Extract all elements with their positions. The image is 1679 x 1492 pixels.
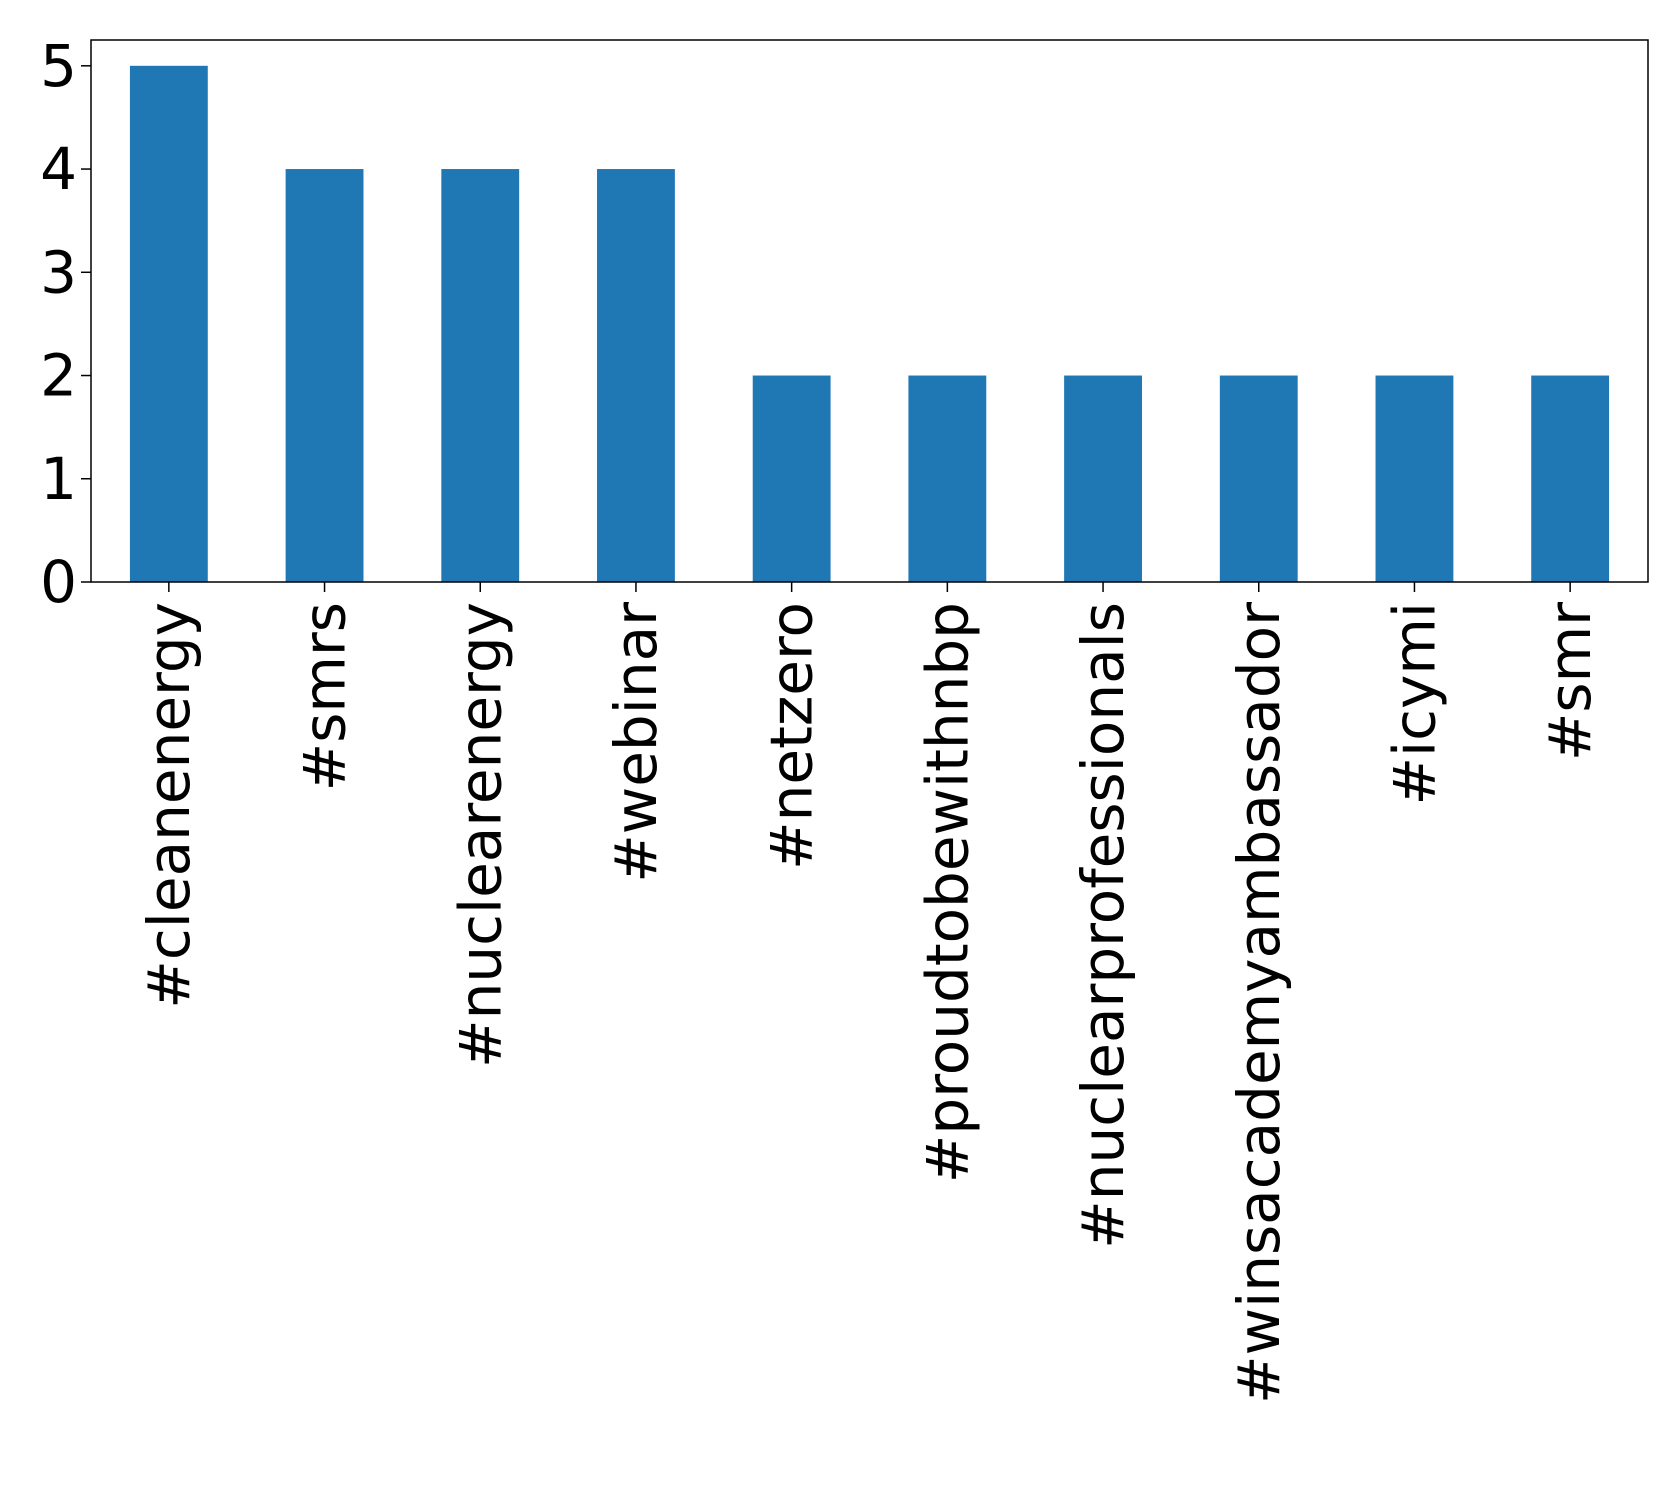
bar-smrs bbox=[285, 169, 364, 583]
bar-nuclearprofessionals bbox=[1064, 375, 1142, 582]
y-tick-label: 0 bbox=[40, 548, 77, 616]
bar-proudtobewithnbp bbox=[908, 375, 987, 582]
x-tick-label: #nuclearprofessionals bbox=[1069, 602, 1137, 1249]
x-tick-label: #nuclearenergy bbox=[446, 602, 514, 1068]
x-tick-label: #smr bbox=[1536, 602, 1604, 761]
y-tick-label: 2 bbox=[40, 342, 77, 410]
y-tick-label: 4 bbox=[40, 135, 77, 203]
x-tick-label: #smrs bbox=[291, 602, 359, 791]
x-tick-label: #proudtobewithnbp bbox=[913, 602, 981, 1183]
bar-icymi bbox=[1375, 375, 1454, 582]
x-tick-label: #netzero bbox=[758, 602, 826, 870]
bar-smr bbox=[1531, 375, 1610, 582]
y-tick-label: 3 bbox=[40, 238, 77, 306]
x-tick-label: #winsacademyambassador bbox=[1225, 602, 1293, 1404]
x-tick-label: #webinar bbox=[602, 602, 670, 883]
bar-nuclearenergy bbox=[441, 169, 520, 583]
x-tick-label: #cleanenergy bbox=[135, 602, 203, 1009]
bar-winsacademyambassador bbox=[1219, 375, 1298, 582]
x-tick-label: #icymi bbox=[1380, 602, 1448, 806]
y-tick-label: 5 bbox=[40, 32, 77, 100]
y-axis: 0 1 2 3 4 5 bbox=[40, 32, 91, 616]
bar-netzero bbox=[752, 375, 831, 582]
plot-frame bbox=[90, 39, 1649, 583]
x-axis: #cleanenergy #smrs #nuclearenergy #webinar #… bbox=[135, 582, 1604, 1404]
bar-cleanenergy bbox=[129, 65, 208, 583]
bars-group bbox=[129, 65, 1610, 583]
bar-webinar bbox=[597, 169, 675, 583]
y-tick-label: 1 bbox=[40, 445, 77, 513]
